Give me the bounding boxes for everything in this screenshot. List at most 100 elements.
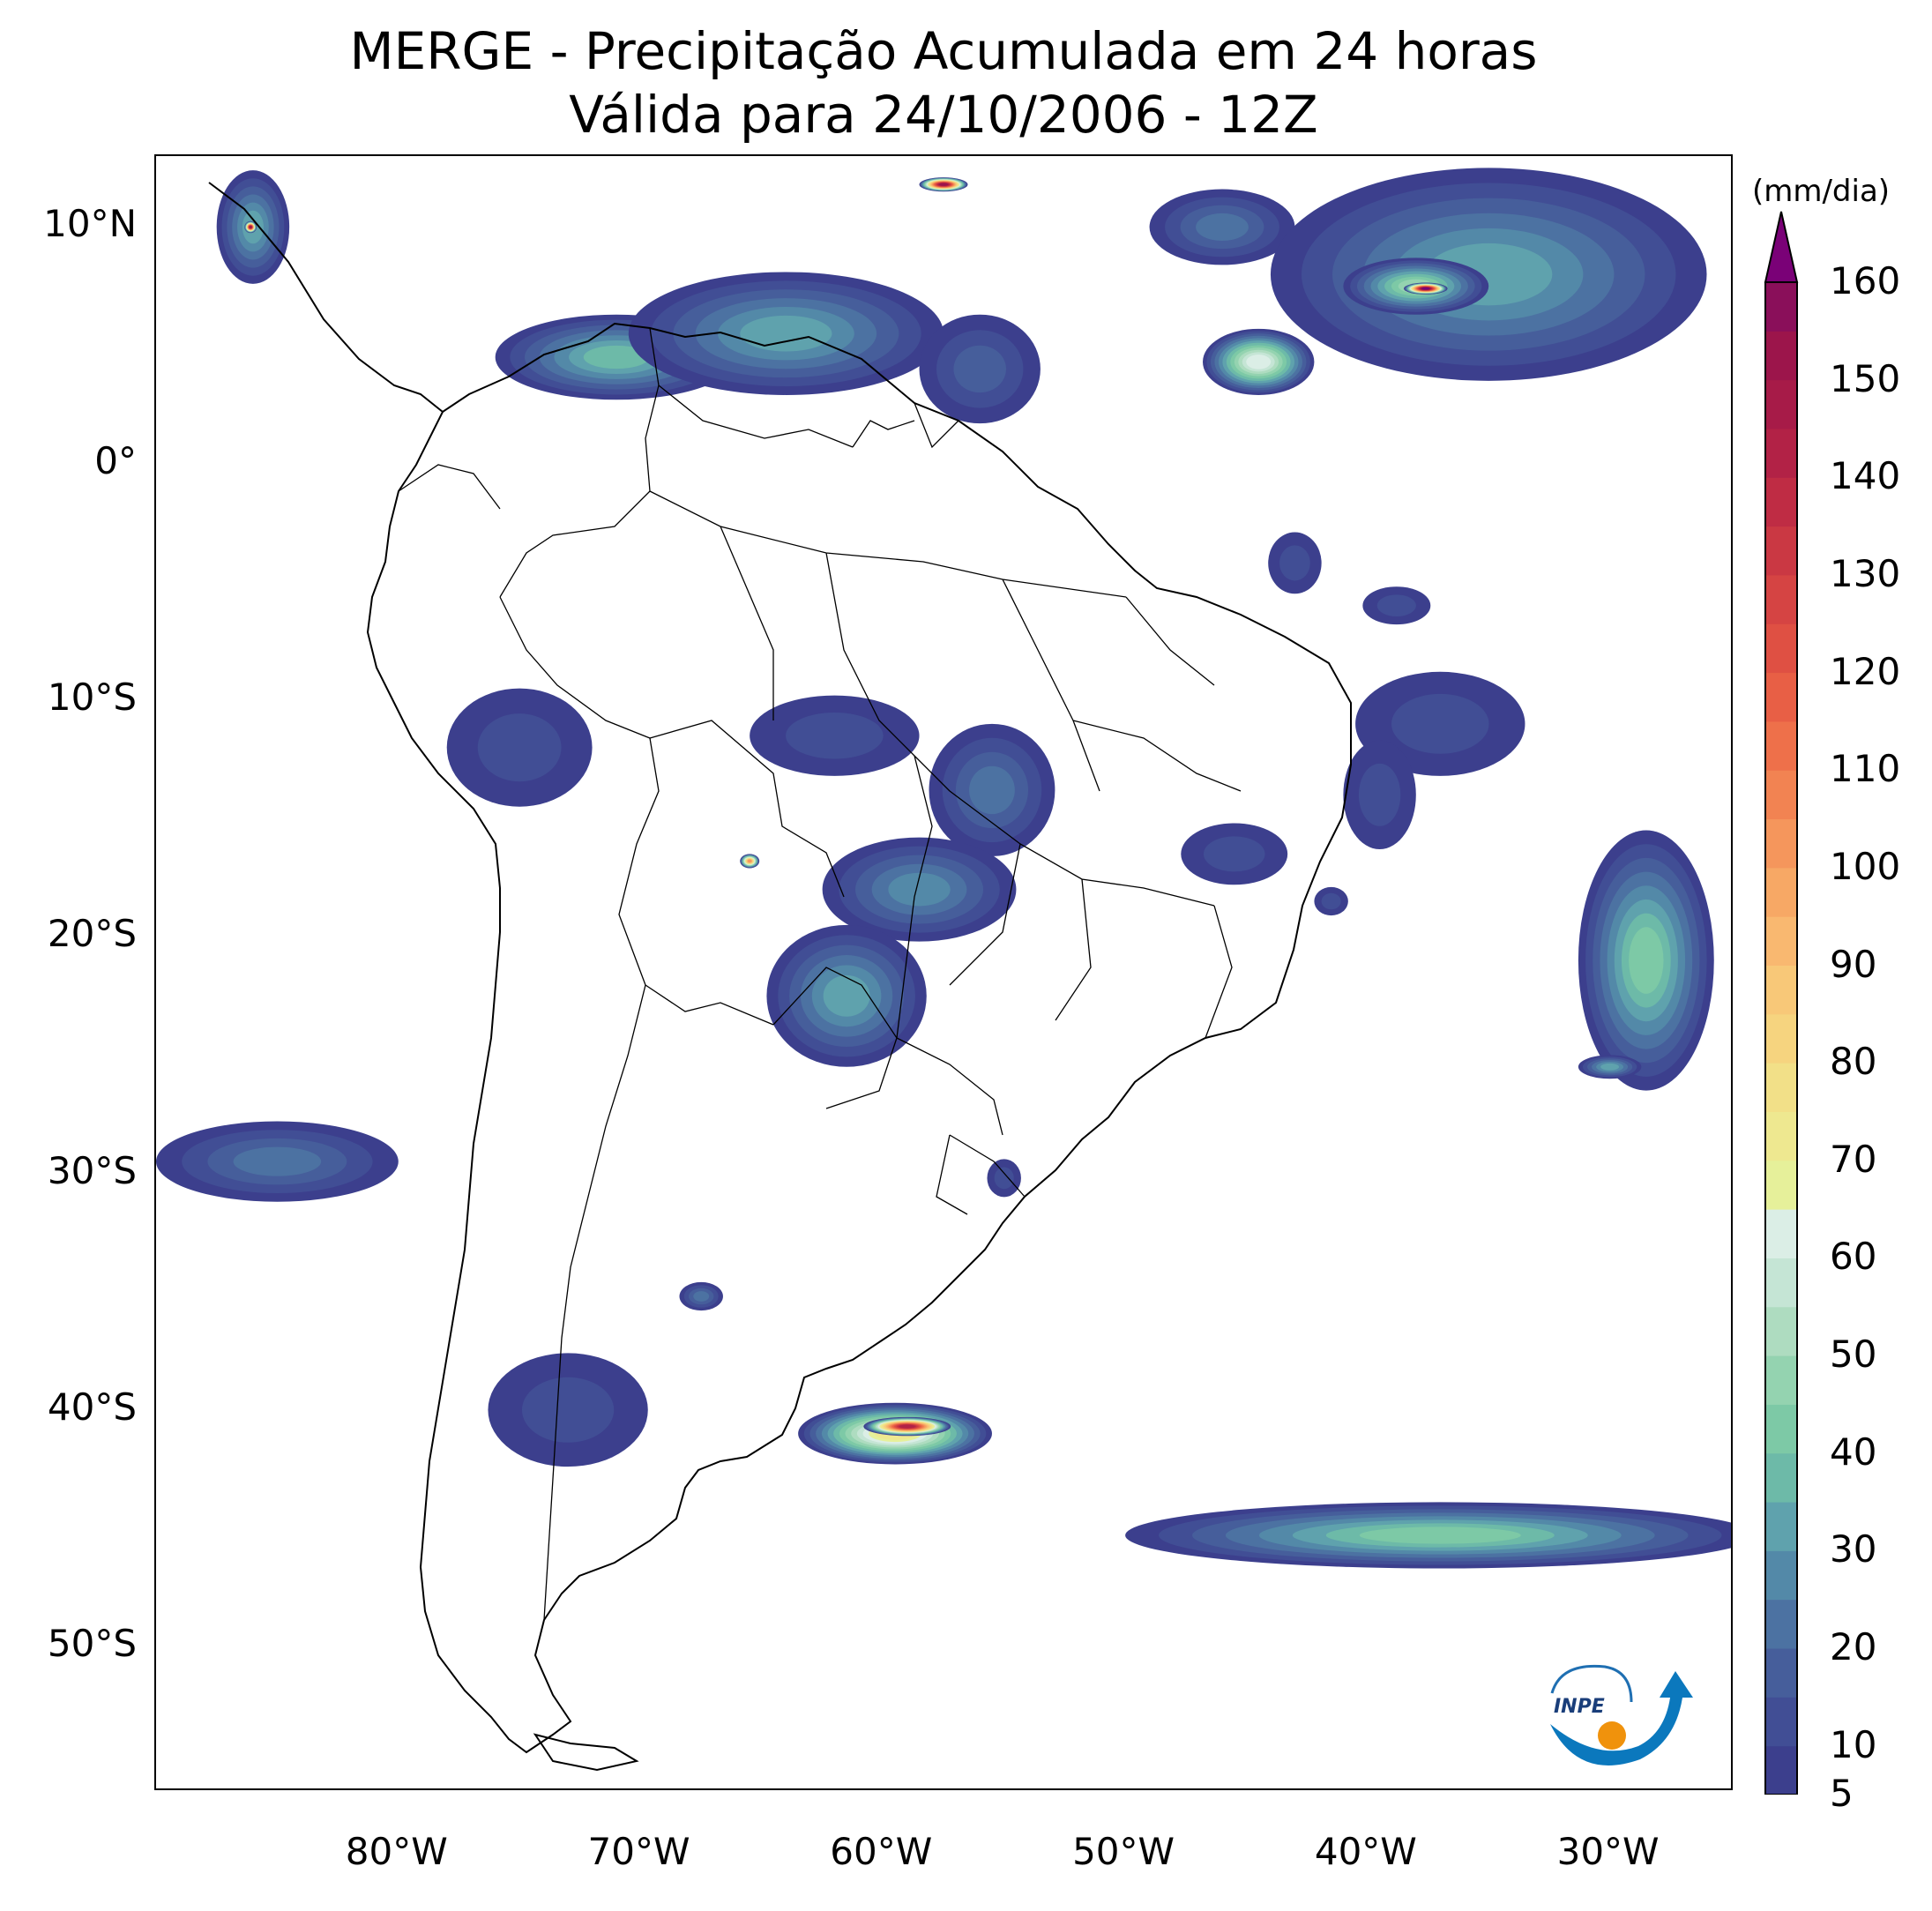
precip-area-north-argentina [679,1281,723,1311]
precip-contour [1391,693,1489,754]
colorbar-extend-arrow [1764,211,1799,283]
precip-area-itcz-east [1270,168,1707,381]
precip-area-rs [987,1159,1021,1198]
colorbar-segment [1765,526,1797,576]
precip-area-san-matias-core [863,1416,951,1437]
colorbar-segment [1765,720,1797,771]
colorbar-segment [1765,1745,1797,1795]
colorbar-tick-label: 140 [1830,454,1901,498]
lon-label: 70°W [587,1830,690,1873]
precip-area-northeast [1362,586,1431,625]
colorbar-segment [1765,428,1797,478]
precip-area-maranhao [1268,532,1322,594]
precip-contour [1600,1063,1620,1071]
border-ecuador [398,464,501,510]
colorbar-segment [1765,1063,1797,1112]
precip-contour [1376,594,1416,617]
colorbar-tick-label: 40 [1830,1430,1877,1474]
precip-contour [249,226,252,228]
colorbar-segment [1765,282,1797,332]
lat-label: 40°S [47,1385,137,1429]
brazil-states [649,490,1242,1039]
colorbar-tick-label: 20 [1830,1625,1877,1669]
precip-area-bahia-coast [1343,740,1416,850]
logo-sun-icon [1598,1721,1626,1750]
border-peru-bolivia [618,737,660,986]
colorbar-segment [1765,623,1797,674]
precip-contour [953,345,1006,393]
precip-contour [1359,1527,1521,1544]
lon-label: 40°W [1314,1830,1417,1873]
logo-arc-icon [1550,1664,1633,1703]
lon-label: 60°W [830,1830,933,1873]
colorbar-tick-label: 10 [1830,1722,1877,1766]
logo-swoosh-icon [1550,1671,1693,1765]
precip-contour [1246,355,1272,370]
colorbar-segment [1765,1502,1797,1551]
lat-label: 0° [94,438,137,482]
colorbar-segment [1765,818,1797,869]
precip-contour [969,765,1015,815]
colorbar-tick-label: 70 [1830,1137,1877,1181]
precip-contour [748,859,752,862]
colorbar-segment [1765,1599,1797,1649]
colorbar-segment [1765,1697,1797,1747]
colorbar-tick-label: 160 [1830,259,1901,302]
colorbar-segment [1765,867,1797,917]
inpe-logo: INPE [1550,1664,1693,1765]
colorbar-tick-label: 100 [1830,844,1901,888]
precip-area-bolivia [822,837,1017,942]
precip-area-guyana [919,314,1041,424]
precip-area-caribbean-hot [919,177,968,192]
lat-label: 10°S [47,676,137,719]
border-bolivia-brazil [649,720,845,898]
border-argentina-brazil [896,1037,1003,1136]
colorbar-segment [1765,379,1797,429]
precip-area-south-atlantic-band [1125,1502,1731,1569]
colorbar-segment [1765,672,1797,722]
precip-contour [1358,763,1401,826]
colorbar-segment [1765,770,1797,820]
precip-area-goias [1181,823,1288,885]
precip-contour [693,1291,710,1302]
border-uruguay [936,1134,1026,1215]
colorbar-segment [1765,1452,1797,1503]
precip-area-atlantic-east-20s [1578,830,1714,1091]
lat-label: 20°S [47,912,137,956]
precipitation-layer [156,168,1731,1569]
precip-area-pacific-30s [156,1121,399,1202]
colorbar-segment [1765,1209,1797,1258]
colorbar-segment [1765,1404,1797,1454]
colorbar-tick-label: 90 [1830,942,1877,986]
precip-contour [1203,836,1265,872]
lon-label: 50°W [1072,1830,1175,1873]
precip-contour [740,315,832,352]
precip-area-atlantic-4n [1203,328,1315,395]
colorbar-segment [1765,1013,1797,1064]
border-guianas [852,402,959,449]
precip-area-atlantic-26s [1578,1055,1642,1079]
chart-subtitle: Válida para 24/10/2006 - 12Z [569,85,1318,145]
border-colombia-brazil [499,327,660,598]
colorbar-segment [1765,477,1797,527]
colorbar-tick-label: 80 [1830,1040,1877,1084]
border-venezuela-brazil [658,384,854,448]
colorbar-segment [1765,1648,1797,1698]
precip-area-peru [446,688,593,807]
colorbar-tick-label: 120 [1830,649,1901,693]
lat-label: 10°N [43,202,137,246]
precip-contour [939,183,948,186]
central-america-coastline [208,182,444,413]
border-bolivia-paraguay [645,984,774,1026]
colorbar-tick-label: 110 [1830,747,1901,791]
precip-contour [1279,545,1310,581]
precip-contour [994,1167,1014,1190]
colorbar-tick-label: 130 [1830,551,1901,595]
precip-area-venezuela [628,272,944,395]
precip-area-itcz-hot [1404,282,1448,295]
colorbar-segment [1765,1111,1797,1161]
lon-label: 80°W [345,1830,448,1873]
border-peru-brazil [499,596,651,739]
colorbar [1764,211,1799,1795]
logo-text: INPE [1554,1696,1605,1718]
